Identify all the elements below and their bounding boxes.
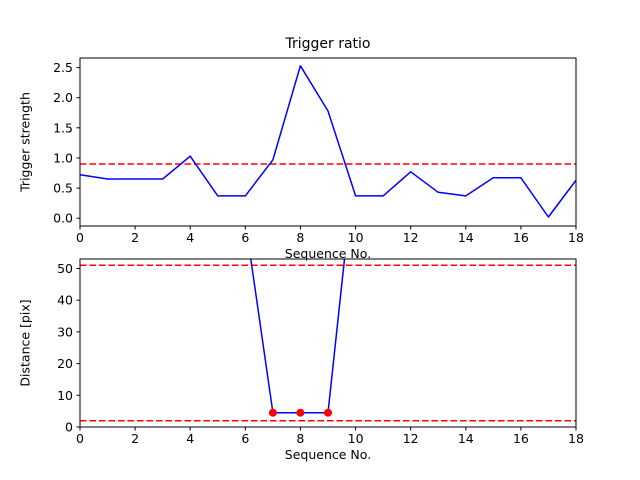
marker-point xyxy=(324,408,332,417)
top-chart-title: Trigger ratio xyxy=(285,36,371,52)
x-tick-label: 6 xyxy=(241,431,249,446)
y-tick-label: 0 xyxy=(65,420,73,435)
x-tick-label: 10 xyxy=(348,230,364,245)
top-chart-xlabel: Sequence No. xyxy=(284,246,372,261)
x-tick-label: 18 xyxy=(568,230,584,245)
x-tick-label: 16 xyxy=(513,230,529,245)
x-tick-label: 6 xyxy=(241,230,249,245)
distance-line xyxy=(250,259,346,414)
y-tick-label: 1.5 xyxy=(53,120,73,135)
marker-point xyxy=(296,408,305,417)
axes-frame xyxy=(79,258,577,428)
y-tick-label: 2.0 xyxy=(53,90,73,105)
x-tick-label: 16 xyxy=(513,431,529,446)
y-tick-label: 20 xyxy=(57,356,73,371)
y-tick-label: 0.5 xyxy=(53,181,73,196)
x-tick-label: 2 xyxy=(131,431,139,446)
x-tick-label: 12 xyxy=(403,230,419,245)
x-tick-label: 4 xyxy=(186,431,194,446)
y-tick-label: 2.5 xyxy=(53,60,73,75)
x-tick-label: 12 xyxy=(403,431,419,446)
y-tick-label: 10 xyxy=(57,388,73,403)
x-tick-label: 8 xyxy=(296,230,304,245)
y-tick-label: 40 xyxy=(57,293,73,308)
x-tick-label: 14 xyxy=(458,230,474,245)
x-tick-label: 2 xyxy=(131,230,139,245)
y-tick-label: 30 xyxy=(57,324,73,339)
x-tick-label: 8 xyxy=(296,431,304,446)
bottom-chart-ylabel: Distance [pix] xyxy=(17,299,33,387)
y-tick-label: 0.0 xyxy=(53,211,73,226)
top-chart-ylabel: Trigger strength xyxy=(17,92,33,192)
x-tick-label: 18 xyxy=(568,431,584,446)
x-tick-label: 10 xyxy=(348,431,364,446)
marker-point xyxy=(268,408,277,417)
y-tick-label: 50 xyxy=(57,261,73,276)
x-tick-label: 14 xyxy=(458,431,474,446)
axes-frame xyxy=(79,57,577,227)
x-tick-label: 0 xyxy=(76,431,84,446)
y-tick-label: 1.0 xyxy=(53,151,73,166)
trigger-strength-line xyxy=(80,65,576,218)
x-tick-label: 0 xyxy=(76,230,84,245)
x-tick-label: 4 xyxy=(186,230,194,245)
bottom-chart-xlabel: Sequence No. xyxy=(284,447,372,462)
